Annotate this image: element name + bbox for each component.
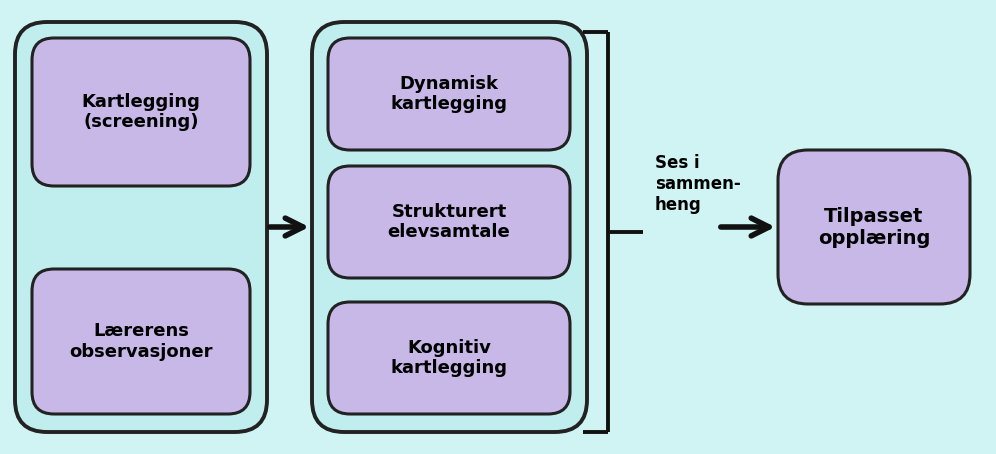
FancyBboxPatch shape — [778, 150, 970, 304]
FancyBboxPatch shape — [32, 269, 250, 414]
Text: Lærerens
observasjoner: Lærerens observasjoner — [70, 322, 213, 361]
Text: Kartlegging
(screening): Kartlegging (screening) — [82, 93, 200, 131]
FancyBboxPatch shape — [32, 38, 250, 186]
Text: Ses i
sammen-
heng: Ses i sammen- heng — [655, 154, 741, 214]
Text: Dynamisk
kartlegging: Dynamisk kartlegging — [390, 74, 508, 114]
FancyBboxPatch shape — [328, 302, 570, 414]
Text: Kognitiv
kartlegging: Kognitiv kartlegging — [390, 339, 508, 377]
FancyBboxPatch shape — [312, 22, 587, 432]
FancyBboxPatch shape — [15, 22, 267, 432]
FancyBboxPatch shape — [328, 166, 570, 278]
Text: Strukturert
elevsamtale: Strukturert elevsamtale — [387, 202, 510, 242]
FancyBboxPatch shape — [328, 38, 570, 150]
Text: Tilpasset
opplæring: Tilpasset opplæring — [818, 207, 930, 247]
